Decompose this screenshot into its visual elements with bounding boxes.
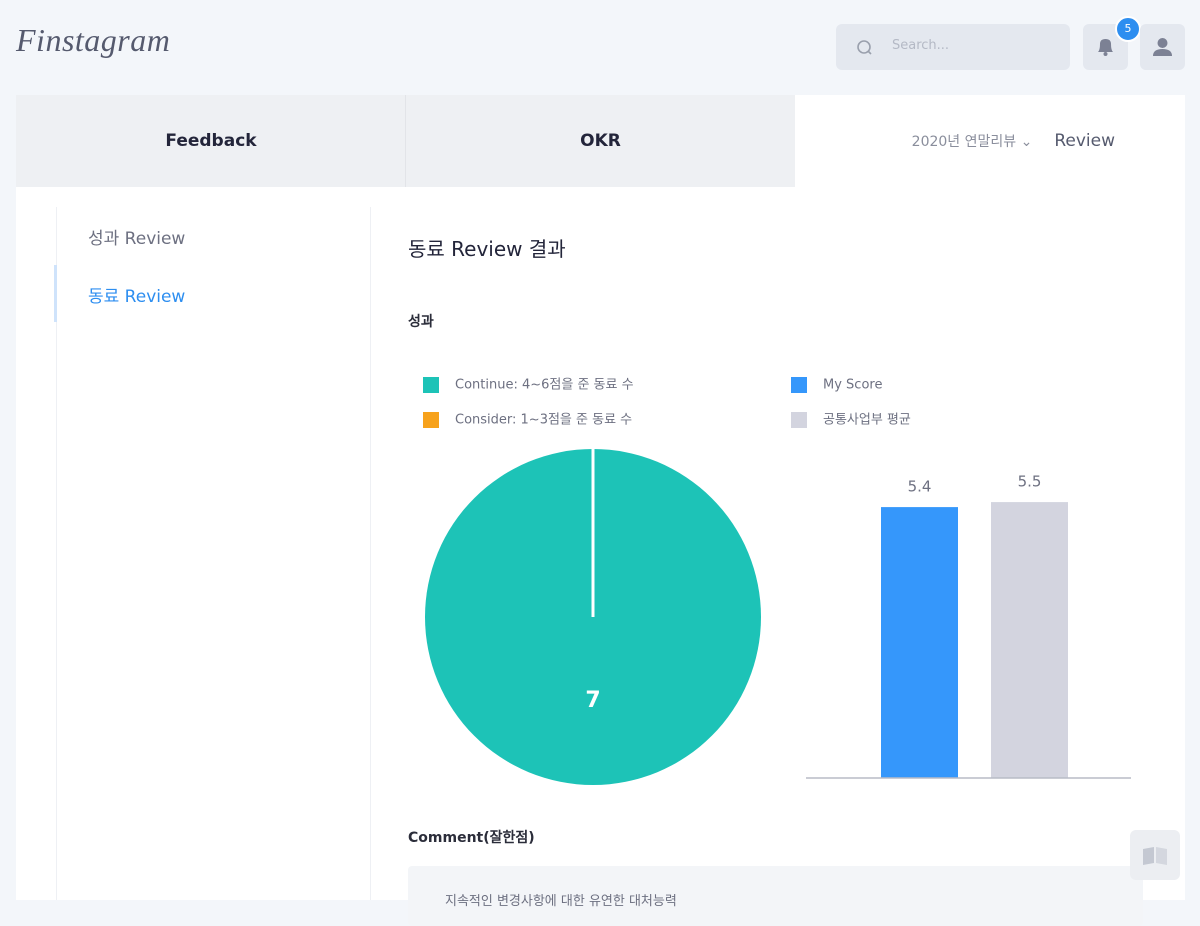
floating-button[interactable]	[1130, 830, 1180, 880]
sidebar-line	[56, 207, 57, 900]
tab-active[interactable]: 2020년 연말리뷰 ⌄ Review	[795, 95, 1185, 187]
period-label: 2020년 연말리뷰	[911, 134, 1017, 150]
legend-swatch	[423, 377, 439, 393]
bar	[881, 507, 958, 778]
tab[interactable]: OKR	[405, 95, 795, 187]
divider	[370, 207, 371, 900]
search-box[interactable]: Search...	[836, 24, 1070, 70]
legend-swatch	[791, 412, 807, 428]
legend-label: Continue: 4~6점을 준 동료 수	[455, 378, 634, 393]
sidebar-item-active[interactable]: 동료 Review	[88, 287, 186, 307]
charts: Continue: 4~6점을 준 동료 수 7 Consider: 1~3점을 준…	[423, 377, 1131, 785]
page: Finstagram Search... 5 Feedback OKR 2020…	[16, 16, 1185, 909]
tab[interactable]: Feedback	[16, 95, 406, 187]
search-icon	[857, 40, 872, 55]
search-placeholder: Search...	[892, 38, 950, 53]
sidebar-item[interactable]: 성과 Review	[88, 229, 186, 249]
book-icon	[1143, 847, 1167, 865]
legend-label: My Score	[823, 378, 882, 393]
legend-swatch	[423, 412, 439, 428]
user-icon	[1153, 38, 1172, 56]
section-title: 성과	[408, 314, 434, 330]
bar-value-label: 5.5	[1018, 473, 1042, 491]
bar-value-label: 5.4	[908, 478, 932, 496]
period-select[interactable]: 2020년 연말리뷰 ⌄	[911, 134, 1033, 150]
bar	[991, 502, 1068, 778]
tab-label: Review	[1054, 131, 1115, 151]
content-title: 동료 Review 결과	[408, 237, 566, 261]
legend-label: Consider: 1~3점을 준 동료 수	[455, 413, 632, 428]
profile-button[interactable]	[1140, 24, 1185, 70]
notification-badge: 5	[1115, 16, 1141, 42]
legend-label: 공통사업부 평균	[823, 413, 911, 428]
logo[interactable]: Finstagram	[16, 22, 171, 58]
sidebar-indicator	[54, 265, 57, 322]
bell-icon	[1098, 39, 1113, 56]
pie-value-label: 7	[585, 688, 600, 713]
comment-label: Comment(잘한점)	[408, 830, 535, 846]
legend-swatch	[791, 377, 807, 393]
comment-box: 지속적인 변경사항에 대한 유연한 대처능력	[408, 866, 1143, 926]
